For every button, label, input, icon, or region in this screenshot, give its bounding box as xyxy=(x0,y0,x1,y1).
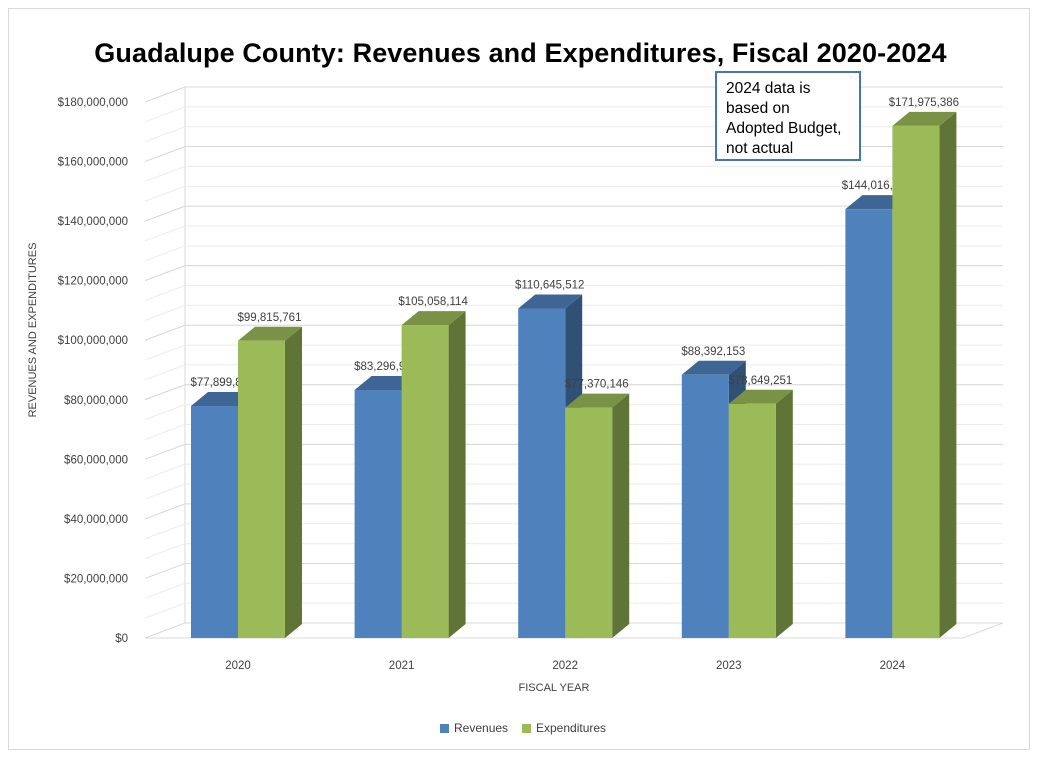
x-tick-label: 2023 xyxy=(716,660,742,672)
y-tick-label: $0 xyxy=(115,633,128,645)
bar-top-revenues xyxy=(518,294,583,309)
bar-revenues xyxy=(191,406,238,638)
bar-revenues xyxy=(845,209,893,638)
bar-expenditures xyxy=(892,125,940,639)
y-tick-label: $100,000,000 xyxy=(58,335,128,347)
legend-label-revenues: Revenues xyxy=(454,721,509,735)
bar-revenues xyxy=(681,374,729,638)
bar-expenditures xyxy=(728,403,776,638)
gridline-minor xyxy=(144,245,1003,262)
y-tick-label: $20,000,000 xyxy=(64,573,128,585)
floor-right-edge xyxy=(962,622,1004,639)
bar-top-expenditures xyxy=(892,111,957,126)
gridline-major xyxy=(144,86,1003,103)
gridline-minor xyxy=(144,225,1003,242)
bar-expenditures xyxy=(565,407,613,638)
legend-item-expenditures: Expenditures xyxy=(522,721,606,735)
gridline-minor xyxy=(144,344,1003,361)
data-label-revenues: $88,392,153 xyxy=(681,346,745,358)
bar-side-expenditures xyxy=(448,311,466,638)
y-tick-label: $160,000,000 xyxy=(58,157,128,169)
annotation-note: 2024 data is based on Adopted Budget, no… xyxy=(715,71,861,161)
x-tick-label: 2021 xyxy=(389,660,415,672)
bar-side-expenditures xyxy=(775,389,793,638)
y-tick-label: $140,000,000 xyxy=(58,216,128,228)
y-tick-label: $40,000,000 xyxy=(64,514,128,526)
bar-side-expenditures xyxy=(612,393,630,638)
gridline-minor xyxy=(144,126,1003,143)
gridline-major xyxy=(144,324,1003,341)
y-axis-title: REVENUES AND EXPENDITURES xyxy=(27,243,39,418)
y-tick-label: $80,000,000 xyxy=(64,395,128,407)
gridline-major xyxy=(144,146,1003,163)
x-tick-label: 2020 xyxy=(225,660,251,672)
bar-top-expenditures xyxy=(401,311,466,326)
bar-top-expenditures xyxy=(565,393,630,408)
data-label-expenditures: $171,975,386 xyxy=(889,97,959,109)
bar-top-expenditures xyxy=(238,326,302,341)
x-tick-label: 2022 xyxy=(552,660,578,672)
bar-top-expenditures xyxy=(728,389,793,404)
x-tick-label: 2024 xyxy=(880,660,906,672)
gridline-minor xyxy=(144,285,1003,301)
bar-side-expenditures xyxy=(939,111,957,639)
gridline-major xyxy=(144,265,1003,282)
gridline-major xyxy=(144,205,1003,222)
gridline-minor xyxy=(144,106,1003,123)
x-axis-title: FISCAL YEAR xyxy=(519,682,590,694)
y-tick-label: $120,000,000 xyxy=(58,276,128,288)
gridline-minor xyxy=(144,146,1003,163)
bar-side-expenditures xyxy=(285,326,302,638)
floor-edge xyxy=(144,622,186,639)
bar-revenues xyxy=(518,308,566,638)
y-tick-label: $60,000,000 xyxy=(64,454,128,466)
bar-revenues xyxy=(354,389,402,638)
bar-expenditures xyxy=(401,325,449,638)
y-tick-label: $180,000,000 xyxy=(58,97,128,109)
chart-title: Guadalupe County: Revenues and Expenditu… xyxy=(94,38,947,68)
data-label-revenues: $110,645,512 xyxy=(515,280,585,292)
bar-top-revenues xyxy=(681,360,746,375)
legend-item-revenues: Revenues xyxy=(440,721,508,735)
gridline-minor xyxy=(144,86,1003,103)
data-label-expenditures: $78,649,251 xyxy=(728,375,792,387)
data-label-expenditures: $77,370,146 xyxy=(565,379,629,391)
gridline-minor xyxy=(144,185,1003,202)
gridline-minor xyxy=(144,165,1003,182)
gridline-minor xyxy=(144,304,1003,321)
legend-label-expenditures: Expenditures xyxy=(536,721,607,735)
legend-swatch-revenues xyxy=(440,723,449,733)
bar-expenditures xyxy=(238,340,285,638)
data-label-expenditures: $99,815,761 xyxy=(238,312,302,324)
data-label-expenditures: $105,058,114 xyxy=(398,296,468,308)
legend-swatch-expenditures xyxy=(522,723,531,733)
